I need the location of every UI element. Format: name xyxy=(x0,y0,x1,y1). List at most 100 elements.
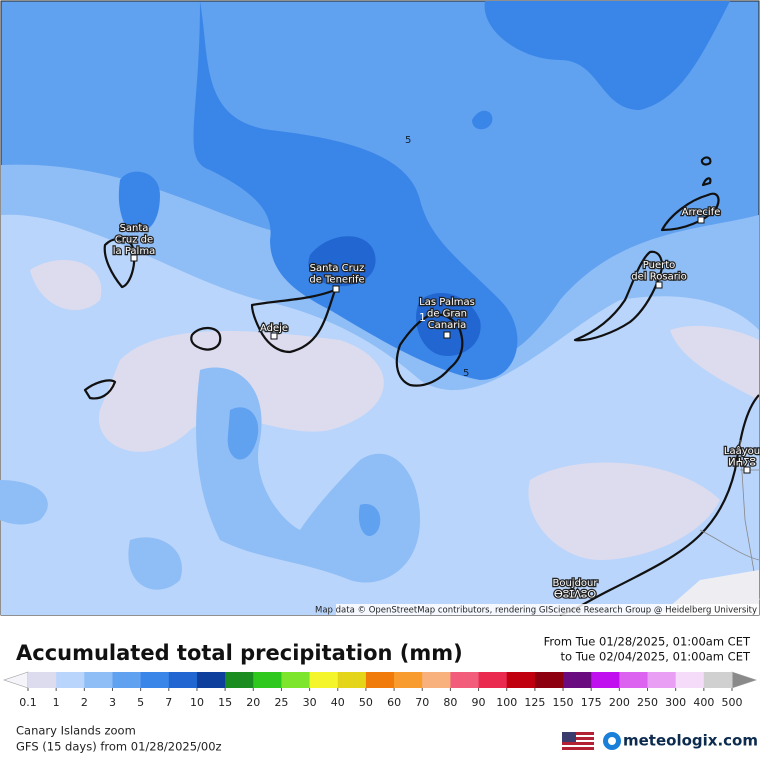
tick-label: 250 xyxy=(637,696,658,709)
coastline xyxy=(395,313,464,387)
color-box xyxy=(394,672,423,688)
tick-label: 200 xyxy=(609,696,630,709)
tick-label: 90 xyxy=(472,696,486,709)
place-label: la Palma xyxy=(113,246,155,257)
tick-label: 175 xyxy=(581,696,602,709)
tick-label: 125 xyxy=(524,696,545,709)
place-label: Arrecife xyxy=(682,207,721,218)
place-label: de Gran xyxy=(427,309,467,320)
contour-label: 5 xyxy=(405,135,411,146)
tick-label: 5 xyxy=(137,696,144,709)
period-to: to Tue 02/04/2025, 01:00am CET xyxy=(561,650,751,664)
color-box xyxy=(168,672,198,688)
place-label: Boujdour xyxy=(552,578,598,589)
attribution: Map data © OpenStreetMap contributors, r… xyxy=(315,606,757,616)
land xyxy=(660,570,759,615)
contour-label: 5 xyxy=(463,368,469,379)
flag xyxy=(562,732,594,750)
color-box xyxy=(703,672,733,688)
place-marker xyxy=(697,216,705,224)
tick-label: 500 xyxy=(722,696,743,709)
place-label: Laâyou xyxy=(724,445,760,457)
over-triangle xyxy=(731,671,757,689)
color-box xyxy=(112,672,142,688)
color-box xyxy=(253,672,282,688)
color-box xyxy=(365,672,395,688)
region-3-5b xyxy=(227,407,381,536)
legend-title: Accumulated total precipitation (mm) xyxy=(16,641,463,665)
color-box xyxy=(534,672,564,688)
tick-label: 7 xyxy=(165,696,172,709)
place-label: ⴱⵓⵊⴷⵓⵔ xyxy=(554,590,596,601)
tick-label: 50 xyxy=(359,696,373,709)
color-box xyxy=(478,672,508,688)
tick-label: 30 xyxy=(303,696,317,709)
coastline xyxy=(83,326,222,400)
contour-label: 1 xyxy=(419,311,426,324)
color-box xyxy=(140,672,170,688)
tick-label: 70 xyxy=(415,696,429,709)
tick-label: 40 xyxy=(331,696,345,709)
place-marker xyxy=(130,254,138,262)
place-label: Canaria xyxy=(428,320,467,331)
brand[interactable]: meteologix.com xyxy=(623,732,758,750)
tick-label: 1 xyxy=(53,696,60,709)
color-box xyxy=(619,672,649,688)
tick-label: 0.1 xyxy=(19,696,37,709)
color-box xyxy=(281,672,311,688)
place-label: de Tenerife xyxy=(309,275,364,286)
tick-label: 20 xyxy=(246,696,260,709)
tick-label: 2 xyxy=(81,696,88,709)
color-box xyxy=(309,672,339,688)
tick-label: 3 xyxy=(109,696,116,709)
color-box xyxy=(675,672,705,688)
color-box xyxy=(196,672,226,688)
tick-label: 15 xyxy=(218,696,232,709)
attribution-bg xyxy=(336,604,759,615)
tick-label: 25 xyxy=(274,696,288,709)
coastline xyxy=(103,237,136,289)
tick-label: 60 xyxy=(387,696,401,709)
place-marker xyxy=(443,331,451,339)
region-name: Canary Islands zoom xyxy=(16,724,136,738)
place-label: Santa Cruz xyxy=(310,263,365,274)
place-marker xyxy=(655,281,663,289)
color-box xyxy=(422,672,451,688)
region-7-10 xyxy=(308,236,481,356)
place-label: Cruz de xyxy=(115,235,153,246)
place-label: Santa xyxy=(120,223,149,234)
color-box xyxy=(337,672,367,688)
place-label: Las Palmas xyxy=(419,297,475,308)
tick-label: 150 xyxy=(553,696,574,709)
place-marker xyxy=(270,332,278,340)
coastline xyxy=(660,156,720,232)
region-2-3b xyxy=(0,367,420,590)
tick-label: 10 xyxy=(190,696,204,709)
under-triangle xyxy=(3,671,29,689)
color-box xyxy=(563,672,592,688)
logo-icon xyxy=(608,737,616,745)
place-label: ⵍⵄⵢⵓ xyxy=(728,458,756,469)
tick-label: 100 xyxy=(496,696,517,709)
region-0.1-1 xyxy=(30,260,759,560)
color-box xyxy=(56,672,85,688)
color-box xyxy=(450,672,480,688)
model-run: GFS (15 days) from 01/28/2025/00z xyxy=(16,740,222,754)
place-marker xyxy=(743,466,751,474)
place-label: Puerto xyxy=(643,260,676,271)
coastline xyxy=(573,250,664,342)
color-bar: 0.1 1 2 3 5 7 10 15 20 25 30 40 50 60 70 80 90 100 125 150 1… xyxy=(3,671,757,709)
color-box xyxy=(28,672,57,688)
color-box xyxy=(647,672,677,688)
tick-label: 300 xyxy=(665,696,686,709)
coastline xyxy=(250,288,337,354)
color-box xyxy=(591,672,620,688)
place-label: del Rosario xyxy=(631,272,686,283)
tick-label: 80 xyxy=(443,696,457,709)
place-marker xyxy=(332,285,340,293)
period-from: From Tue 01/28/2025, 01:00am CET xyxy=(544,635,751,649)
color-box xyxy=(225,672,254,688)
